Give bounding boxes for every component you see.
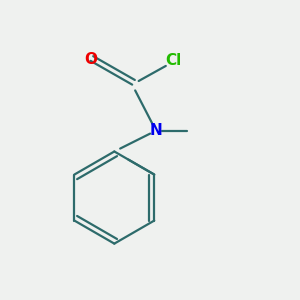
Text: N: N [150,123,162,138]
Text: O: O [84,52,97,67]
Text: Cl: Cl [166,53,182,68]
